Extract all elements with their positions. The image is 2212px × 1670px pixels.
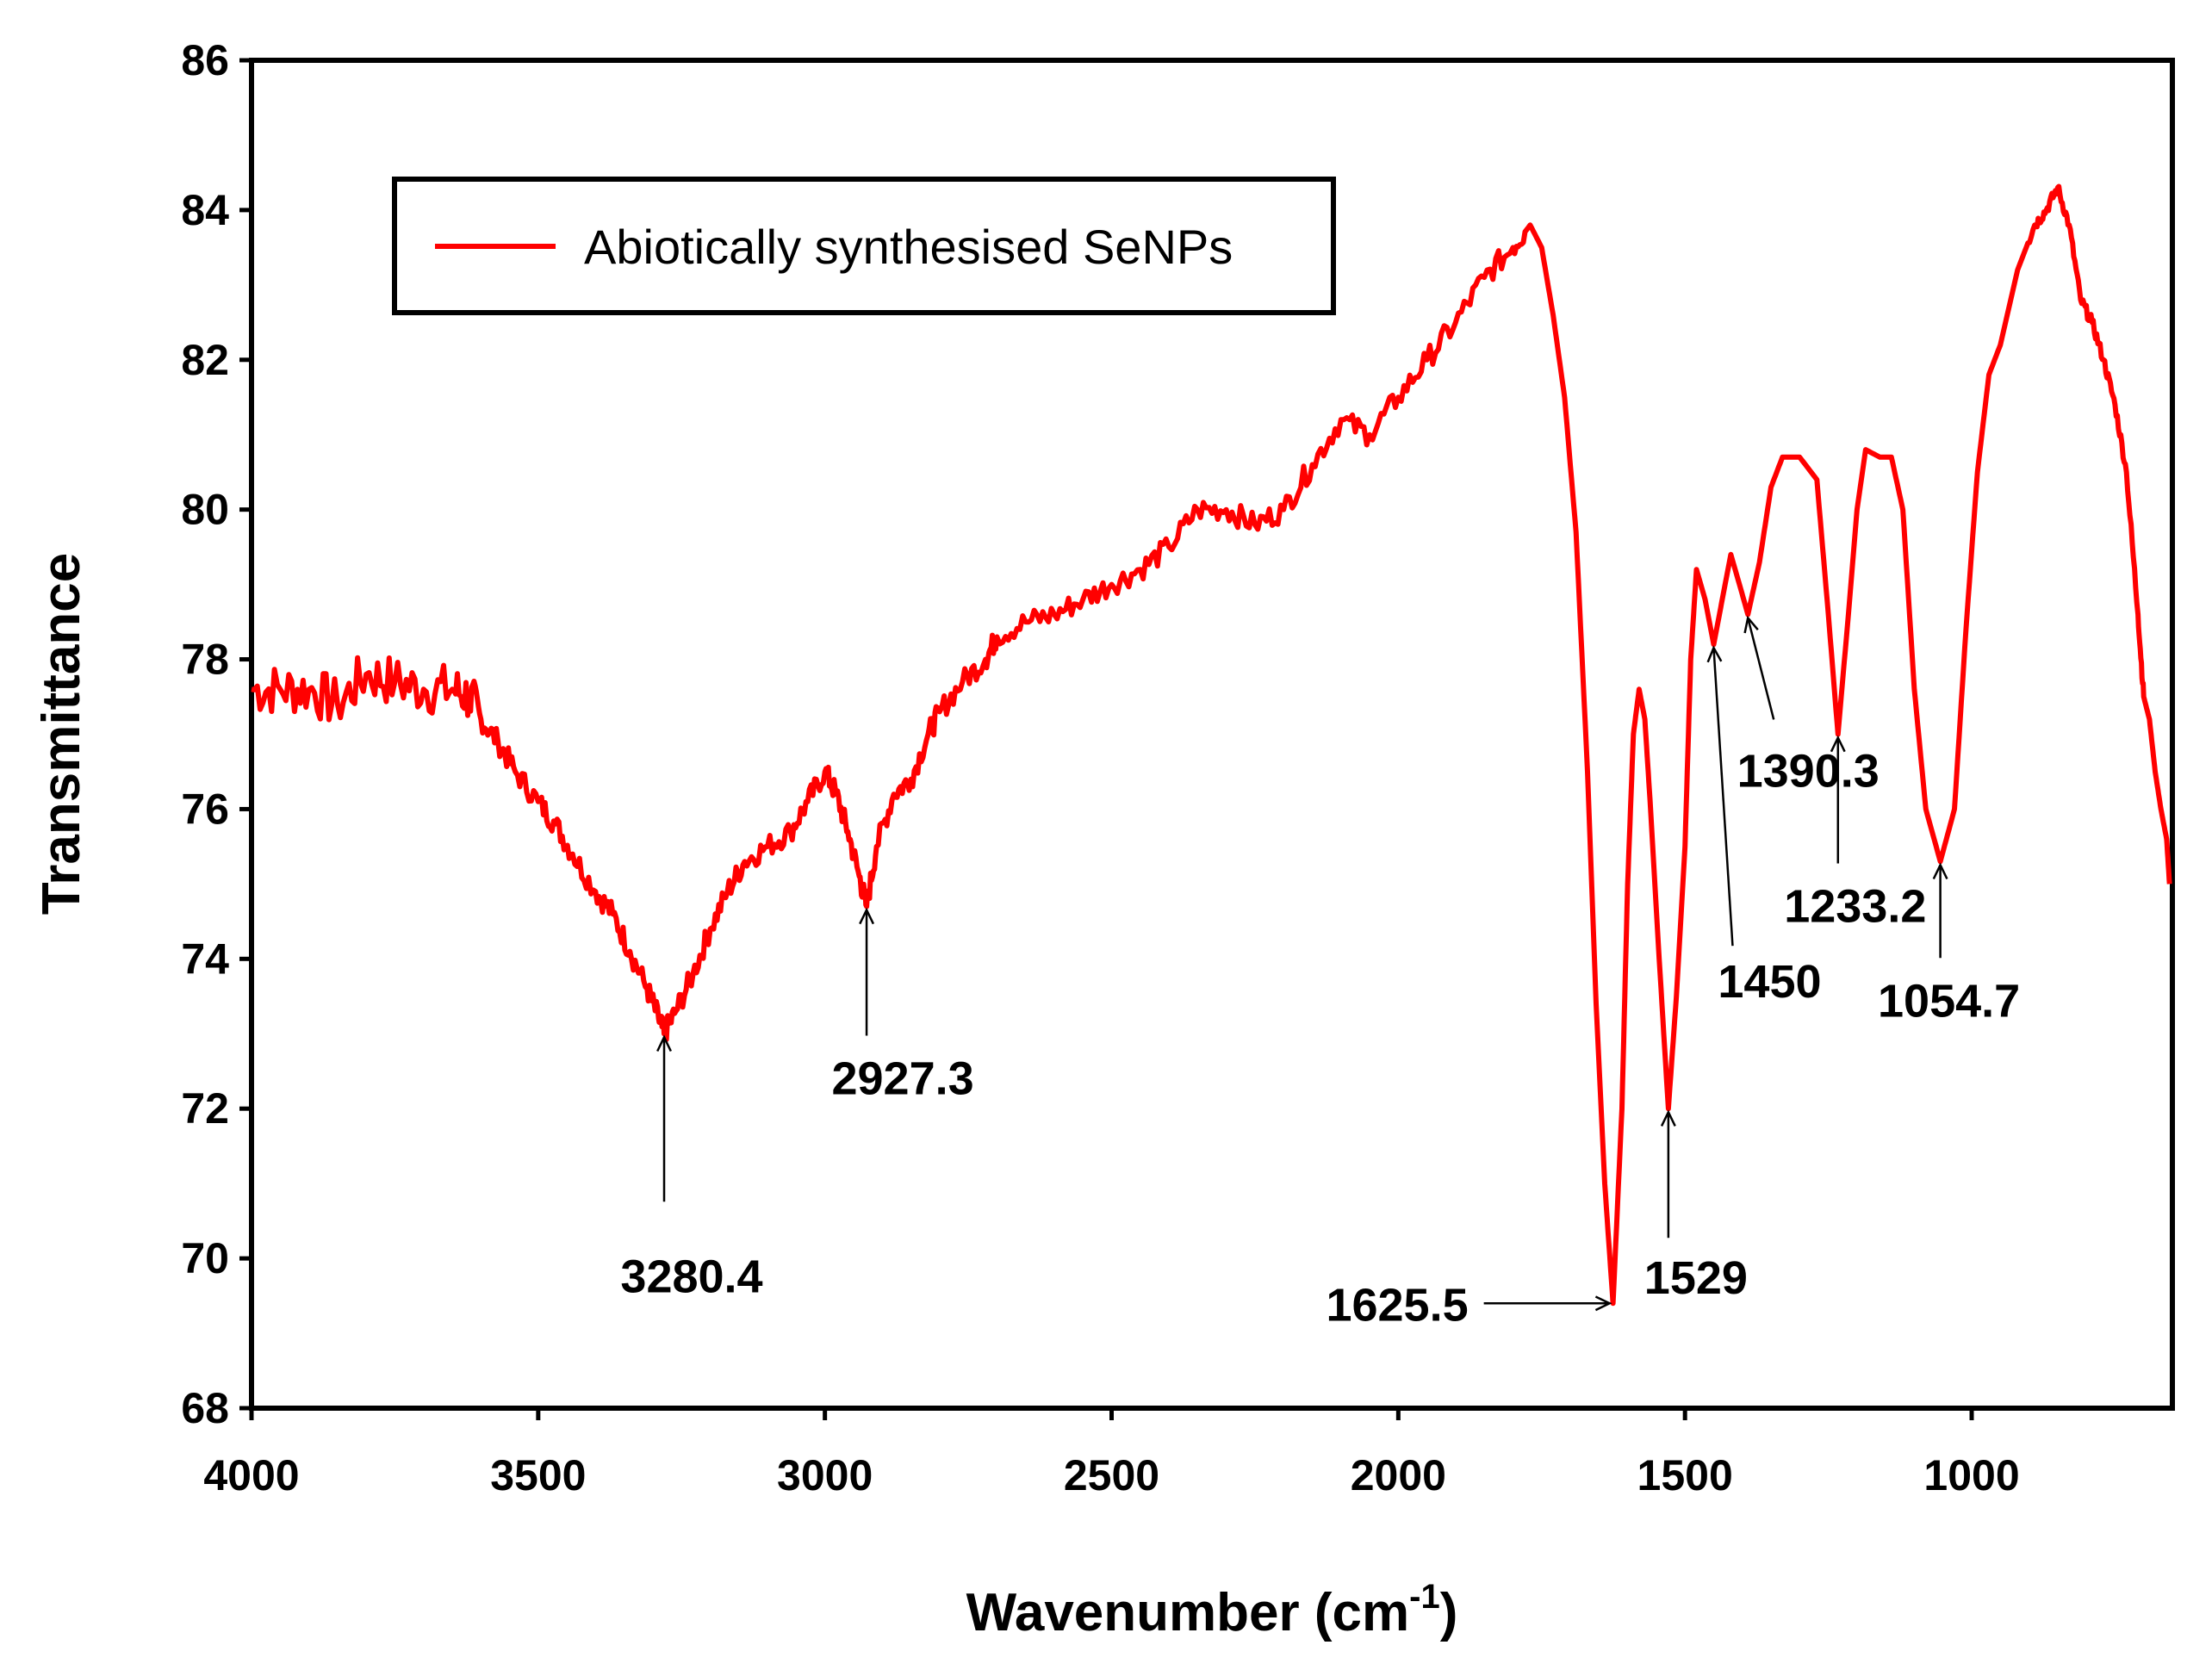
y-tick-label: 68 (181, 1384, 229, 1432)
x-axis-title-superscript: -1 (1409, 1578, 1440, 1616)
x-axis-title-main: Wavenumber (cm (966, 1583, 1410, 1642)
peak-arrow-head (1932, 862, 1948, 880)
peak-arrow-head (1830, 735, 1846, 753)
peak-label: 3280.4 (620, 1251, 762, 1302)
peak-label: 2927.3 (831, 1052, 973, 1104)
x-tick-label: 2000 (1351, 1451, 1446, 1499)
x-axis-title-suffix: ) (1440, 1583, 1458, 1642)
peak-label: 1529 (1644, 1252, 1748, 1304)
peak-arrow-head (1660, 1109, 1676, 1127)
peak-label: 1233.2 (1784, 881, 1926, 933)
plot-frame (249, 58, 2175, 1411)
series-line-senps (251, 183, 2172, 1307)
x-tick-label: 3500 (490, 1451, 586, 1499)
peak-annotation: 1233.2 (1784, 735, 1926, 933)
y-tick-label: 82 (181, 336, 229, 384)
peak-annotations: 3280.4 2927.3 1625.5 1529 1450 1390.3 1233.2 10… (620, 615, 2020, 1331)
peak-annotation: 1390.3 (1737, 615, 1880, 797)
peak-label: 1054.7 (1878, 975, 2020, 1027)
peak-annotation: 1450 (1706, 645, 1822, 1008)
x-axis-ticks: 4000 3500 3000 2500 2000 1500 1000 (203, 1408, 2020, 1499)
peak-arrow-shaft (1746, 618, 1775, 720)
peak-arrow-shaft (1712, 648, 1734, 947)
peak-label: 1390.3 (1737, 745, 1880, 797)
peak-arrow-head (859, 907, 875, 925)
y-tick-label: 86 (181, 36, 229, 84)
y-tick-label: 70 (181, 1234, 229, 1282)
peak-annotation: 3280.4 (620, 1034, 763, 1302)
x-tick-label: 2500 (1064, 1451, 1159, 1499)
y-axis-title: Transmittance (32, 553, 91, 915)
y-tick-label: 84 (181, 186, 229, 234)
x-axis-title: Wavenumber (cm-1) (966, 1578, 1458, 1642)
y-tick-label: 78 (181, 636, 229, 684)
legend-label: Abiotically synthesised SeNPs (584, 220, 1233, 274)
peak-label: 1625.5 (1326, 1279, 1468, 1331)
y-tick-label: 76 (181, 785, 229, 833)
peak-label: 1450 (1718, 956, 1821, 1008)
y-axis-ticks: 68 70 72 74 76 78 80 82 84 86 (181, 36, 252, 1432)
peak-annotation: 1054.7 (1878, 862, 2020, 1027)
x-tick-label: 4000 (203, 1451, 299, 1499)
x-tick-label: 3000 (777, 1451, 873, 1499)
peak-annotation: 2927.3 (831, 907, 974, 1104)
peak-arrow-head (1594, 1295, 1612, 1312)
y-tick-label: 80 (181, 486, 229, 534)
y-tick-label: 74 (181, 934, 229, 983)
x-tick-label: 1500 (1637, 1451, 1733, 1499)
peak-arrow-head (1743, 615, 1759, 634)
peak-annotation: 1529 (1644, 1109, 1748, 1304)
legend: Abiotically synthesised SeNPs (392, 177, 1336, 315)
peak-arrow-head (656, 1034, 672, 1052)
x-tick-label: 1000 (1923, 1451, 2019, 1499)
peak-arrow-head (1706, 645, 1723, 663)
y-tick-label: 72 (181, 1084, 229, 1133)
peak-annotation: 1625.5 (1326, 1279, 1612, 1331)
